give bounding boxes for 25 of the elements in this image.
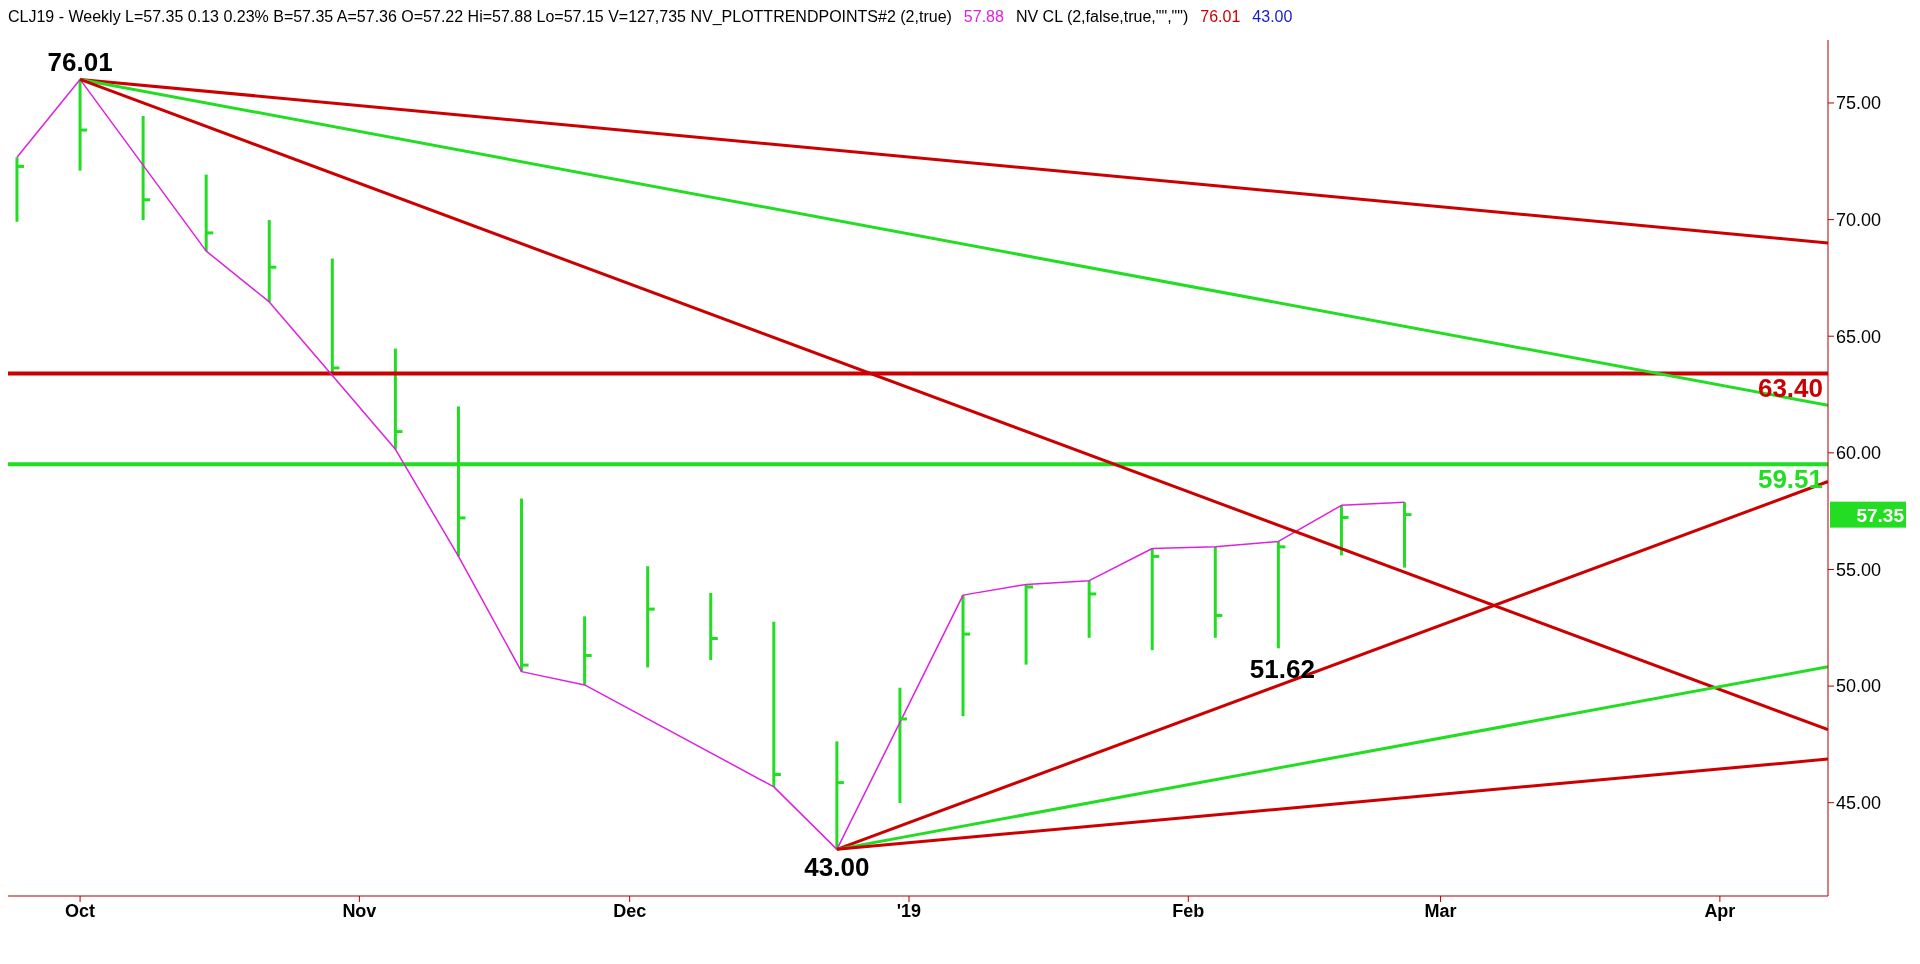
x-tick-label: Mar [1424,900,1457,921]
y-tick-label: 45.00 [1836,793,1882,814]
annotation: 51.62 [1249,654,1315,685]
chart-title: CLJ19 - Weekly L=57.35 0.13 0.23% B=57.35 A=57.36 O=57.22 Hi=57.88 Lo=57.15 V=127,735 NV_PLOTTRENDPOINTS#2 (2,true) [8,8,952,25]
text: 76.01 [1200,8,1241,25]
ref-line-label: 59.51 [1757,463,1823,494]
x-tick-label: Nov [342,900,377,921]
x-tick-label: Apr [1704,900,1736,921]
y-tick-label: 60.00 [1836,443,1882,464]
text: 43.00 [1252,8,1293,25]
y-tick-label: 70.00 [1836,209,1882,230]
y-tick-label: 75.00 [1836,93,1882,114]
x-tick-label: '19 [896,900,922,921]
annotation: 76.01 [47,47,113,78]
x-tick-label: Oct [65,900,96,921]
y-tick-label: 50.00 [1836,676,1882,697]
annotation: 43.00 [804,851,870,882]
ref-line-label: 63.40 [1757,373,1823,403]
text: 57.35 [1856,504,1905,526]
x-tick-label: Feb [1172,900,1205,921]
x-tick-label: Dec [613,900,647,921]
text: NV CL (2,false,true,"","") [1015,8,1189,25]
y-tick-label: 55.00 [1836,559,1882,580]
y-tick-label: 65.00 [1836,326,1882,347]
text: 57.88 [963,8,1004,25]
